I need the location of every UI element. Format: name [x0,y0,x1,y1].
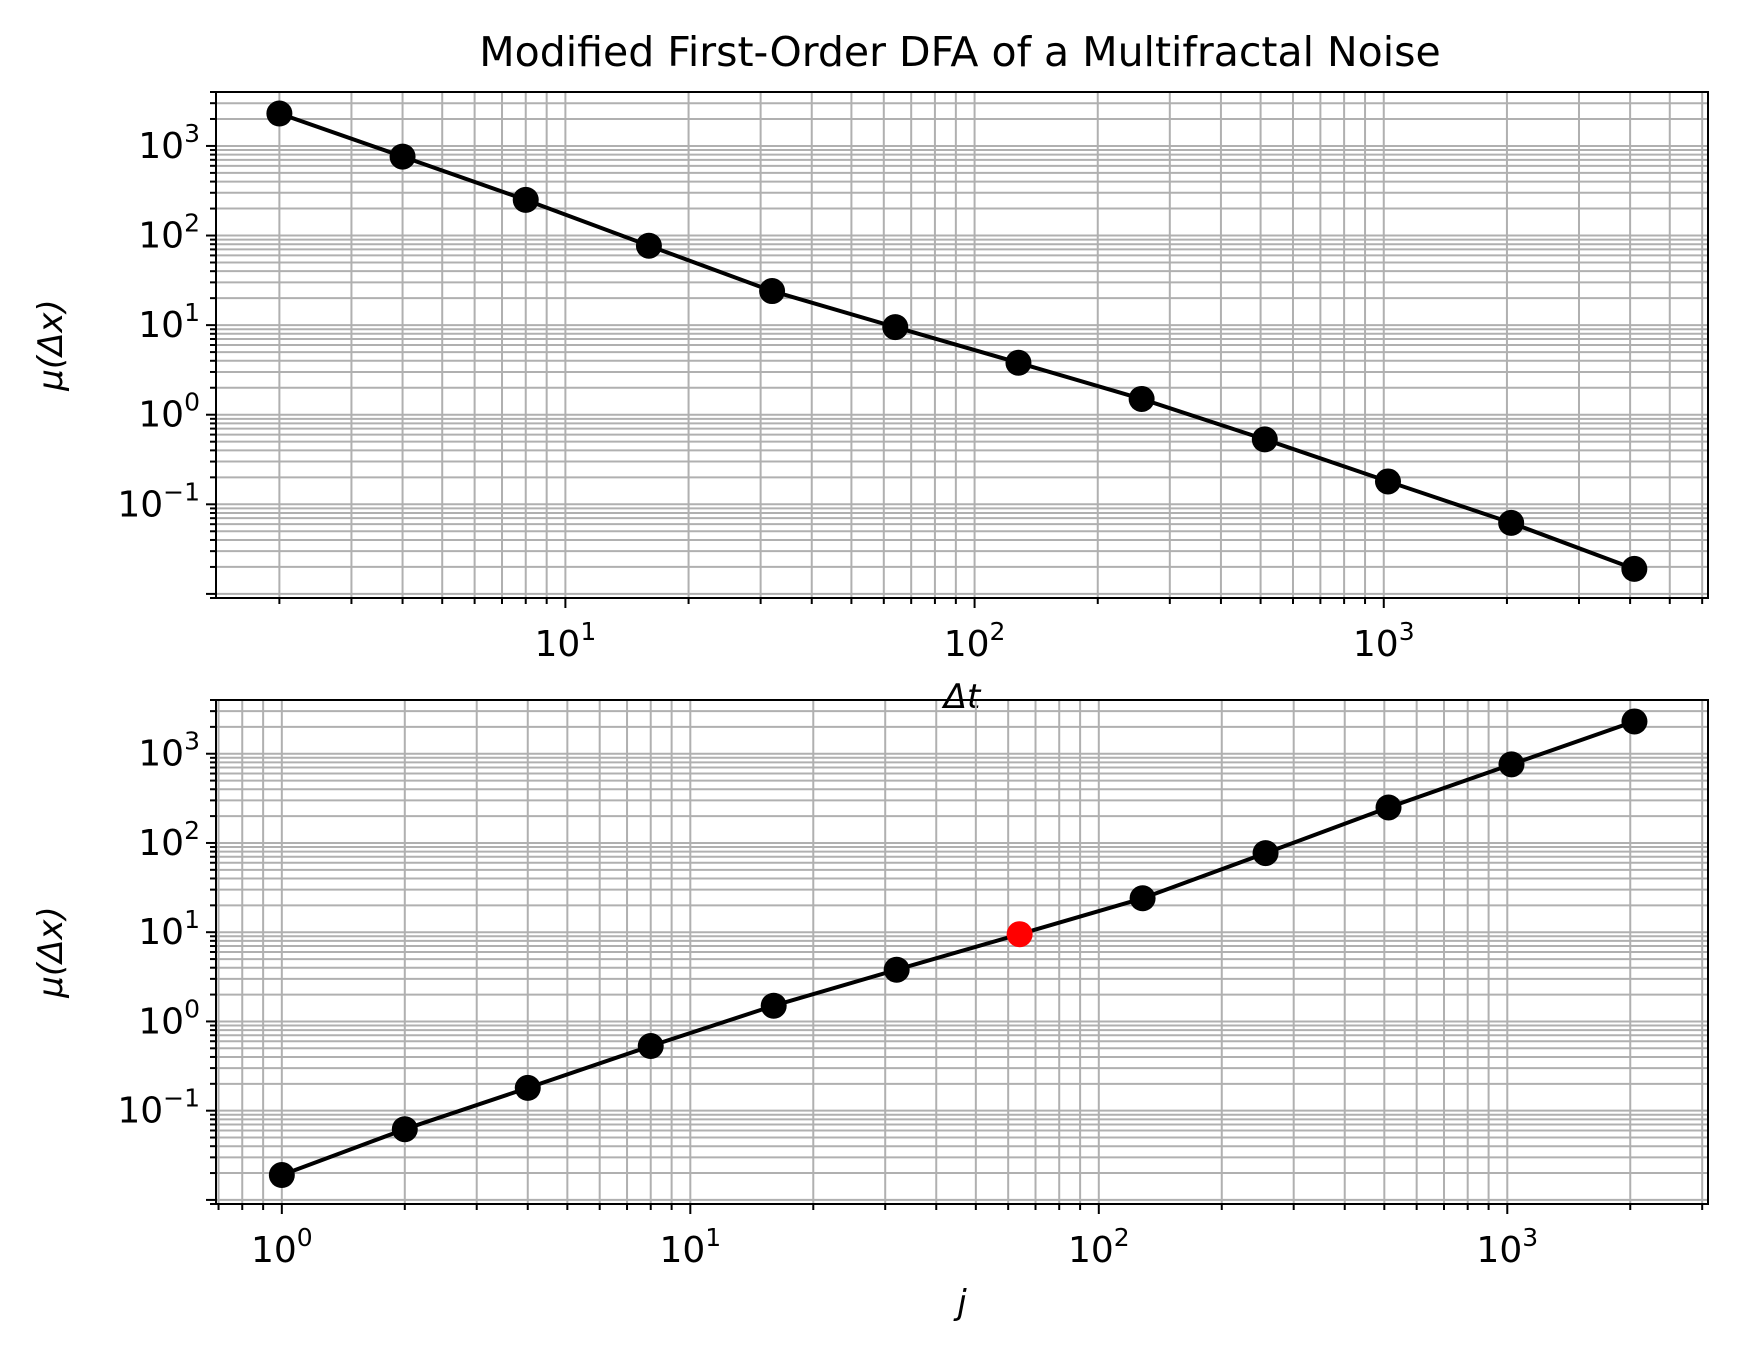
x-axis-label: j [953,1283,967,1323]
y-tick-label: 103 [138,727,200,775]
x-tick-label: 103 [1476,1223,1538,1271]
x-tick-label: 101 [535,617,597,665]
x-tick-label: 101 [659,1223,721,1271]
data-point [1251,426,1278,453]
x-tick-label: 102 [1068,1223,1130,1271]
data-point [1252,840,1279,867]
bottom-panel: 100 101 102 103 10−1 100 101 102 103 μ(Δx) j [31,699,1709,1323]
series [268,708,1648,1189]
data-point [760,992,787,1019]
data-point [883,956,910,983]
data-point [1498,509,1525,536]
y-tick-label: 10−1 [117,477,200,525]
data-point [1498,751,1525,778]
y-axis-label: μ(Δx) [31,906,71,999]
y-tick-label: 102 [138,816,200,864]
y-tick-label: 10−1 [117,1084,200,1132]
x-tick-label: 102 [944,617,1006,665]
series-line [281,719,1636,1177]
y-tick-label: 100 [138,994,200,1042]
x-tick-label: 100 [251,1223,313,1271]
y-tick-label: 102 [138,209,200,257]
y-tick-label: 103 [138,119,200,167]
grid [216,699,1708,1205]
data-point [512,186,539,213]
x-tick-label: 103 [1353,617,1415,665]
axes-frame [215,91,1709,599]
data-point [635,232,662,259]
y-tick-label: 100 [138,388,200,436]
y-axis-label: μ(Δx) [31,299,71,392]
data-point [759,278,786,305]
axes-frame [215,699,1709,1205]
data-point [514,1074,541,1101]
grid [216,91,1708,599]
data-point [268,1162,295,1189]
data-point [1621,708,1648,735]
data-point [1374,468,1401,495]
series [266,100,1648,582]
highlighted-data-point [1006,921,1033,948]
data-point [637,1033,664,1060]
data-point [266,100,293,127]
data-point [1375,794,1402,821]
series-line [278,111,1636,571]
y-tick-label: 101 [138,298,200,346]
data-point [1621,555,1648,582]
y-tick-label: 101 [138,905,200,953]
data-point [1128,385,1155,412]
data-point [882,314,909,341]
chart-title: Modified First-Order DFA of a Multifract… [479,28,1440,76]
data-point [389,143,416,170]
data-point [1129,885,1156,912]
data-point [1005,349,1032,376]
data-point [391,1116,418,1143]
